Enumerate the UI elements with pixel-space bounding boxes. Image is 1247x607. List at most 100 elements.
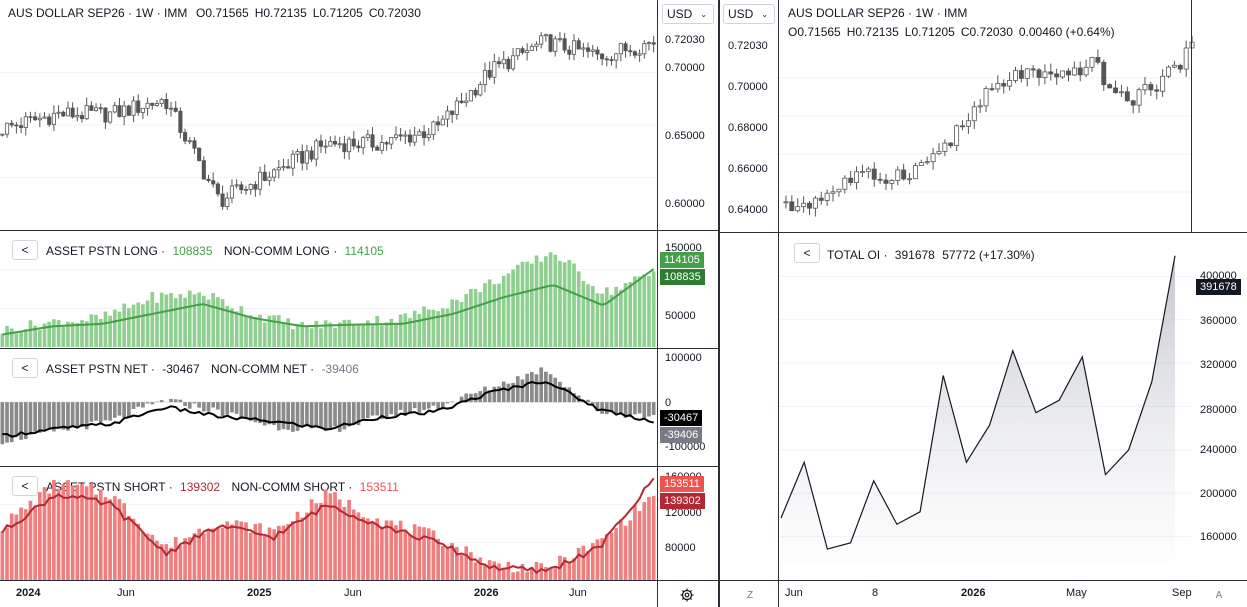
- price-candle: [590, 49, 595, 52]
- time-label: Sep: [1172, 587, 1192, 599]
- net-bar: [234, 402, 239, 414]
- long-bar: [305, 325, 309, 347]
- short-bar: [239, 521, 244, 580]
- right-price-chart[interactable]: [779, 36, 1195, 230]
- price-candle: [1166, 66, 1171, 77]
- long-bar: [356, 324, 361, 347]
- short-bar: [291, 521, 295, 580]
- net-bar: [647, 402, 651, 417]
- price-candle: [229, 185, 234, 199]
- price-candle: [487, 69, 492, 78]
- right-chart-pane[interactable]: USD ⌄ AUS DOLLAR SEP26 · 1W · IMM O0.715…: [720, 0, 1247, 607]
- net-collapse-button[interactable]: <: [12, 358, 38, 378]
- left-currency-select[interactable]: USD ⌄: [662, 4, 714, 24]
- short-bar: [647, 496, 651, 580]
- price-candle: [576, 40, 581, 50]
- ohlc-low: L0.71205: [312, 6, 363, 20]
- net-bar: [262, 402, 267, 426]
- right-symbol: AUS DOLLAR SEP26 · 1W · IMM: [788, 6, 968, 20]
- short-bar: [483, 565, 487, 580]
- net-bar: [464, 393, 469, 403]
- left-price-chart[interactable]: [0, 20, 656, 230]
- short-series2-name: NON-COMM SHORT ·: [231, 480, 353, 494]
- long-collapse-button[interactable]: <: [12, 240, 38, 260]
- price-candle: [830, 191, 836, 194]
- settings-button[interactable]: [677, 585, 697, 605]
- short-bar: [33, 505, 37, 580]
- short-bar: [403, 530, 408, 580]
- right-symbol-title: AUS DOLLAR SEP26 · 1W · IMM: [788, 6, 967, 20]
- time-label: Jun: [117, 587, 135, 599]
- price-candle: [586, 47, 591, 52]
- right-time-axis[interactable]: Jun 8 2026 May Sep: [779, 581, 1192, 607]
- a-toggle-button[interactable]: A: [1215, 589, 1223, 601]
- price-candle: [901, 169, 907, 180]
- price-candle: [178, 110, 183, 133]
- left-chart-pane[interactable]: AUS DOLLAR SEP26 · 1W · IMM O0.71565 H0.7…: [0, 0, 718, 607]
- oi-collapse-button[interactable]: <: [794, 243, 820, 263]
- short-bar: [281, 525, 286, 580]
- left-time-axis[interactable]: 2024 Jun 2025 Jun 2026 Jun: [0, 581, 656, 607]
- z-toggle-button[interactable]: Z: [746, 589, 754, 601]
- oi-chart[interactable]: [779, 233, 1191, 580]
- right-price-axis[interactable]: 0.72030 0.70000 0.68000 0.66000 0.64000: [720, 30, 778, 230]
- net-bar: [108, 402, 112, 421]
- price-candle: [389, 137, 394, 145]
- price-candle: [492, 61, 497, 78]
- oi-line: [780, 255, 1176, 550]
- price-candle: [871, 168, 877, 180]
- short-bar: [84, 486, 89, 580]
- price-candle: [553, 38, 558, 52]
- short-chart[interactable]: [0, 467, 656, 580]
- ohlc-close: C0.72030: [960, 25, 1013, 39]
- long-bar: [103, 311, 108, 347]
- price-candle: [89, 105, 94, 111]
- net-tick: 0: [665, 397, 672, 409]
- long-bar: [272, 315, 276, 347]
- price-candle: [75, 115, 80, 118]
- net-series-value: -30467: [162, 362, 200, 376]
- price-candle: [225, 197, 230, 207]
- net-bar: [248, 402, 253, 421]
- short-bar: [225, 521, 230, 580]
- price-candle: [907, 178, 913, 181]
- net-chart[interactable]: [0, 349, 656, 465]
- price-candle: [309, 150, 314, 160]
- price-candle: [150, 102, 155, 106]
- oi-axis[interactable]: 400000 360000 320000 280000 240000 20000…: [1192, 233, 1247, 580]
- price-candle: [201, 160, 206, 180]
- price-candle: [1024, 68, 1030, 79]
- oi-series-change: 57772 (+17.30%): [942, 248, 1035, 262]
- price-candle: [108, 111, 113, 123]
- price-candle: [234, 184, 239, 187]
- short-bar: [633, 504, 637, 580]
- long-bar: [127, 308, 131, 347]
- net-bar: [426, 402, 431, 409]
- long-bar: [637, 276, 642, 347]
- short-bar: [515, 571, 520, 580]
- price-candle: [164, 98, 169, 109]
- short-collapse-button[interactable]: <: [12, 476, 38, 496]
- noncomm-net-line: [2, 381, 654, 438]
- net-bar: [501, 381, 506, 403]
- price-candle: [865, 168, 871, 172]
- short-bar: [356, 512, 361, 580]
- long-chart[interactable]: [0, 231, 656, 347]
- pane-divider: [720, 232, 1247, 233]
- left-price-axis[interactable]: 0.72030 0.70000 0.65000 0.60000: [658, 0, 718, 230]
- long-bar: [403, 313, 408, 347]
- short-bar: [19, 507, 23, 580]
- ohlc-open: O0.71565: [196, 6, 249, 20]
- net-bar: [614, 402, 619, 415]
- price-candle: [595, 49, 600, 55]
- long-bar: [291, 329, 295, 347]
- pane-divider: [0, 230, 718, 231]
- long-bar: [309, 328, 314, 347]
- long-bar: [159, 292, 164, 347]
- price-tick: 0.70000: [728, 81, 768, 93]
- long-bar: [150, 291, 155, 347]
- short-bar: [651, 495, 656, 580]
- price-candle: [356, 145, 361, 149]
- short-bar: [562, 557, 567, 580]
- right-currency-select[interactable]: USD ⌄: [723, 4, 775, 24]
